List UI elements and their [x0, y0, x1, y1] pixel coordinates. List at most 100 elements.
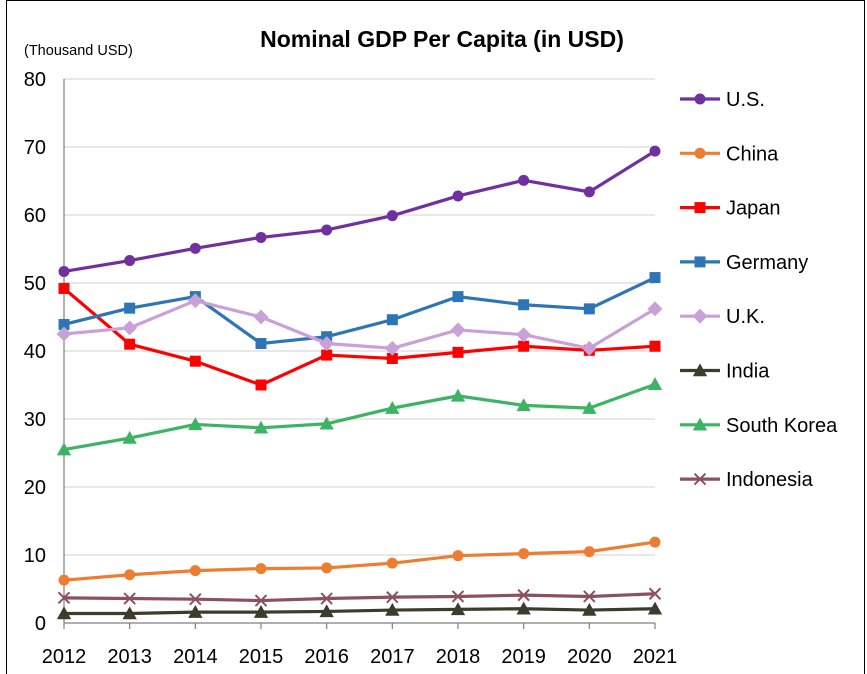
- data-point-india: [450, 602, 466, 616]
- series-line-india: [64, 607, 656, 616]
- data-point-u-k: [253, 309, 269, 325]
- x-tick-label: 2021: [633, 646, 678, 668]
- data-point-u-s: [386, 210, 398, 222]
- x-tick-label: 2016: [304, 646, 349, 668]
- data-point-u-s: [452, 190, 464, 202]
- data-point-japan: [321, 349, 333, 361]
- data-point-china: [386, 557, 398, 569]
- data-point-south-korea: [56, 442, 72, 456]
- series-u-s: [58, 145, 661, 277]
- data-point-indonesia: [57, 591, 71, 605]
- data-point-indonesia: [648, 587, 662, 600]
- data-point-south-korea: [647, 377, 663, 391]
- data-point-germany: [649, 272, 661, 284]
- series-line-u-s: [63, 149, 656, 274]
- legend-item-germany: Germany: [680, 252, 808, 274]
- legend-marker-china: [694, 147, 706, 159]
- data-point-japan: [189, 355, 201, 367]
- legend-item-india: India: [680, 361, 770, 383]
- y-tick-label: 10: [24, 545, 46, 567]
- chart-frame: [6, 0, 865, 674]
- data-point-south-korea: [385, 400, 400, 414]
- legend-item-u-k: U.K.: [680, 306, 765, 328]
- data-point-indonesia: [123, 592, 136, 605]
- y-tick-label: 70: [24, 137, 46, 159]
- data-point-germany: [124, 302, 136, 314]
- legend-marker-u-k: [692, 308, 708, 324]
- data-point-u-k: [516, 327, 532, 343]
- chart-title: Nominal GDP Per Capita (in USD): [260, 26, 624, 52]
- data-point-south-korea: [253, 420, 269, 434]
- data-point-india: [122, 606, 137, 620]
- data-point-indonesia: [583, 590, 596, 603]
- series-china: [58, 536, 661, 586]
- y-tick-label: 30: [24, 409, 46, 431]
- x-tick-label: 2012: [42, 646, 87, 668]
- data-series: [56, 145, 663, 620]
- data-point-china: [583, 546, 595, 558]
- data-point-u-k: [450, 322, 466, 338]
- data-point-germany: [255, 338, 267, 350]
- series-line-south-korea: [63, 382, 656, 452]
- data-point-u-k: [56, 326, 72, 342]
- data-point-india: [385, 602, 400, 616]
- legend: U.S. China Japan Germany U.K. India South Kore…: [680, 89, 838, 491]
- data-point-south-korea: [188, 417, 203, 431]
- data-point-india: [56, 606, 72, 620]
- data-point-south-korea: [582, 400, 597, 414]
- data-point-u-s: [321, 224, 333, 236]
- data-point-japan: [386, 352, 398, 364]
- legend-label-u-s: U.S.: [726, 89, 765, 111]
- data-point-u-k: [581, 340, 597, 356]
- series-line-indonesia: [63, 592, 656, 603]
- legend-marker-south-korea: [692, 417, 708, 431]
- legend-marker-japan: [694, 202, 706, 214]
- data-point-china: [649, 536, 661, 548]
- data-point-japan: [58, 282, 70, 294]
- series-germany: [58, 272, 661, 350]
- data-point-u-s: [189, 242, 201, 254]
- legend-label-india: India: [726, 361, 770, 383]
- data-point-germany: [452, 291, 464, 303]
- data-point-china: [255, 563, 267, 575]
- y-tick-label: 40: [24, 341, 46, 363]
- data-point-japan: [452, 346, 464, 358]
- y-tick-label: 50: [24, 273, 46, 295]
- data-point-indonesia: [451, 590, 465, 603]
- legend-marker-indonesia: [693, 472, 707, 486]
- y-tick-label: 0: [35, 613, 46, 635]
- legend-item-indonesia: Indonesia: [680, 469, 814, 491]
- data-point-indonesia: [517, 588, 530, 602]
- data-point-u-k: [187, 293, 203, 309]
- legend-label-u-k: U.K.: [726, 306, 765, 328]
- data-point-u-k: [647, 301, 663, 317]
- data-point-india: [319, 604, 334, 618]
- data-point-japan: [255, 379, 267, 391]
- legend-item-u-s: U.S.: [680, 89, 765, 111]
- data-point-germany: [386, 314, 398, 326]
- data-point-south-korea: [450, 388, 466, 402]
- axes: [63, 79, 656, 629]
- x-tick-label: 2019: [501, 646, 546, 668]
- x-tick-label: 2015: [239, 646, 284, 668]
- legend-marker-u-s: [694, 93, 706, 105]
- legend-label-china: China: [726, 143, 779, 165]
- data-point-u-s: [649, 145, 661, 157]
- legend-label-indonesia: Indonesia: [726, 469, 814, 491]
- legend-marker-germany: [694, 256, 706, 268]
- data-point-south-korea: [319, 416, 334, 430]
- data-point-japan: [649, 340, 661, 352]
- data-point-indonesia: [386, 590, 399, 604]
- data-point-china: [321, 562, 333, 574]
- x-tick-label: 2013: [107, 646, 152, 668]
- y-tick-label: 60: [24, 205, 46, 227]
- x-tick-label: 2014: [173, 646, 218, 668]
- data-point-germany: [58, 318, 70, 330]
- series-south-korea: [56, 377, 663, 456]
- x-axis-tick-labels: 2012 2013 2014 2015 2016 2017 2018 2019 2020 2021: [42, 646, 678, 668]
- data-point-china: [189, 565, 201, 577]
- data-point-china: [518, 548, 530, 560]
- y-tick-label: 20: [24, 477, 46, 499]
- data-point-india: [516, 601, 531, 615]
